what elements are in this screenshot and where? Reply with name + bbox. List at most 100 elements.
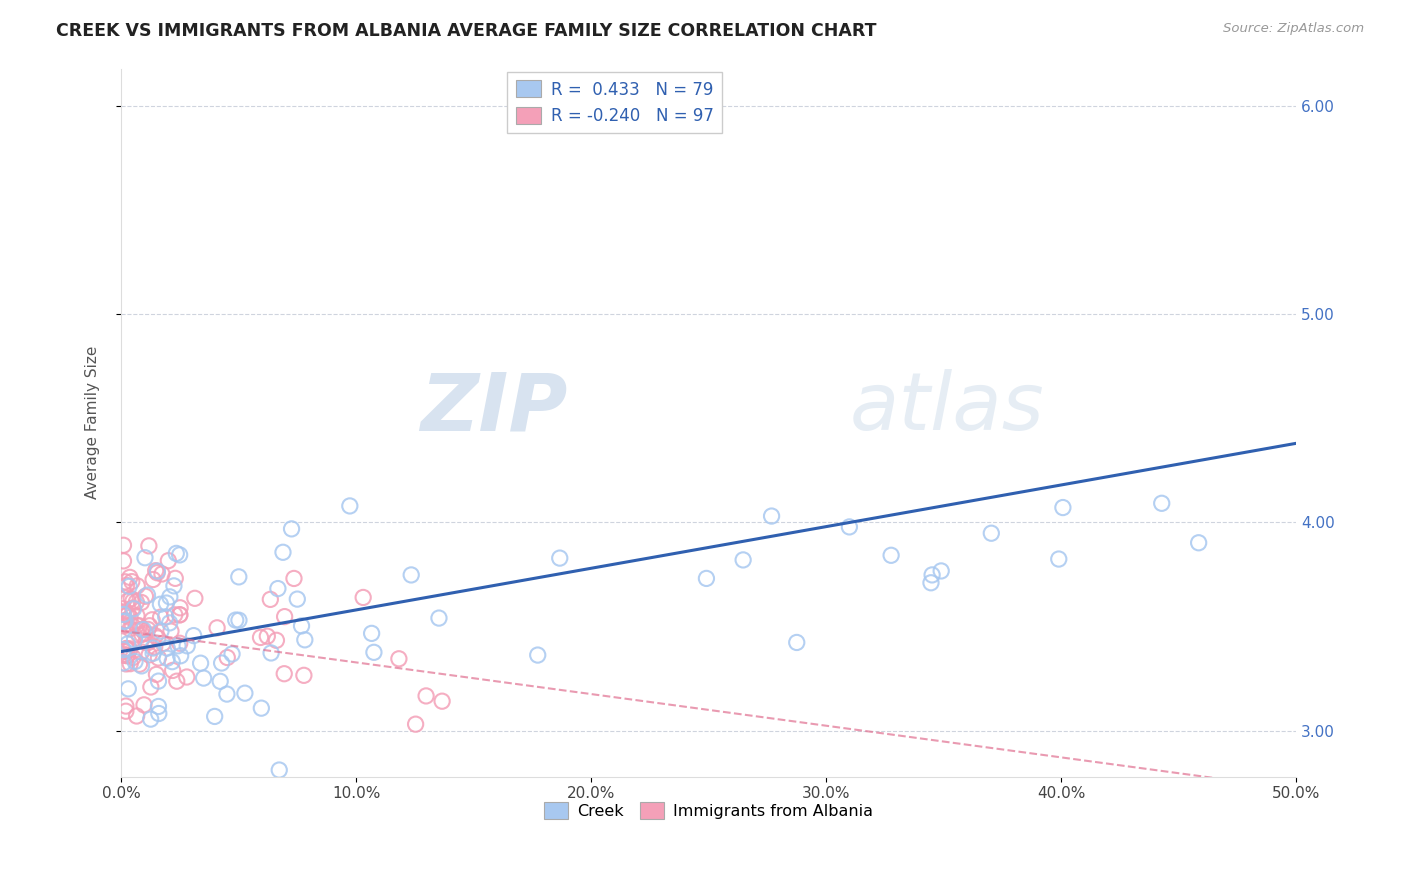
Point (169, 607, 191, 622)
Point (136, 623, 159, 637)
Point (733, 553, 755, 567)
Point (290, 619, 312, 633)
Point (352, 591, 374, 605)
Point (285, 592, 308, 607)
Point (120, 622, 142, 636)
Point (761, 509, 783, 524)
Point (149, 597, 172, 611)
Point (127, 579, 149, 593)
Point (117, 637, 139, 651)
Point (163, 607, 186, 622)
Point (152, 636, 174, 650)
Point (134, 550, 156, 565)
Point (115, 608, 138, 623)
Point (283, 571, 305, 585)
Point (128, 657, 150, 672)
Point (273, 609, 295, 624)
Point (427, 611, 450, 625)
Point (273, 666, 295, 681)
Point (225, 613, 247, 627)
Point (112, 644, 135, 658)
Point (112, 554, 135, 568)
Text: atlas: atlas (849, 369, 1045, 448)
Point (267, 582, 290, 596)
Point (112, 619, 135, 633)
Point (148, 699, 170, 714)
Point (138, 648, 160, 662)
Point (166, 674, 188, 689)
Point (115, 657, 138, 671)
Point (205, 621, 228, 635)
Point (136, 588, 159, 602)
Point (121, 574, 143, 589)
Point (183, 629, 205, 643)
Point (280, 522, 302, 536)
Point (217, 650, 239, 665)
Point (128, 628, 150, 642)
Point (114, 614, 136, 628)
Point (148, 651, 170, 665)
Point (125, 595, 148, 609)
Point (115, 704, 138, 718)
Point (269, 763, 291, 777)
Point (131, 659, 153, 673)
Point (149, 624, 172, 639)
Point (124, 655, 146, 669)
Point (838, 520, 860, 534)
Point (146, 564, 169, 578)
Point (115, 578, 138, 592)
Point (124, 632, 146, 647)
Point (117, 594, 139, 608)
Point (125, 709, 148, 723)
Point (132, 623, 155, 637)
Point (128, 619, 150, 633)
Point (142, 640, 165, 655)
Point (430, 694, 453, 708)
Point (112, 648, 135, 663)
Point (148, 706, 170, 721)
Point (169, 636, 191, 650)
Point (150, 566, 173, 581)
Y-axis label: Average Family Size: Average Family Size (86, 346, 100, 500)
Point (157, 554, 180, 568)
Point (193, 671, 215, 685)
Point (415, 689, 437, 703)
Point (405, 717, 427, 731)
Point (233, 686, 256, 700)
Point (112, 601, 135, 615)
Point (211, 656, 233, 670)
Point (121, 601, 143, 615)
Point (339, 499, 361, 513)
Point (118, 643, 141, 657)
Point (176, 670, 198, 684)
Point (132, 698, 155, 712)
Point (120, 591, 142, 606)
Point (360, 626, 382, 640)
Point (112, 538, 135, 552)
Point (118, 641, 141, 656)
Point (363, 645, 385, 659)
Point (156, 641, 179, 656)
Point (149, 610, 172, 624)
Point (271, 545, 294, 559)
Point (169, 600, 191, 615)
Point (294, 632, 316, 647)
Point (228, 613, 250, 627)
Point (169, 607, 191, 622)
Point (122, 601, 145, 615)
Point (131, 645, 153, 659)
Point (118, 579, 141, 593)
Point (115, 648, 138, 663)
Point (131, 627, 153, 641)
Point (209, 674, 232, 689)
Point (156, 651, 179, 665)
Point (215, 687, 238, 701)
Point (921, 568, 943, 582)
Point (1047, 552, 1070, 566)
Point (980, 526, 1002, 541)
Point (115, 648, 138, 663)
Point (260, 646, 283, 660)
Point (146, 631, 169, 645)
Point (204, 709, 226, 723)
Point (114, 614, 136, 628)
